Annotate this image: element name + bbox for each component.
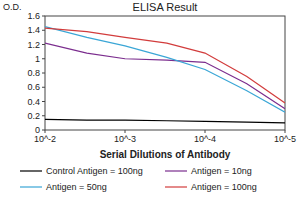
y-tick — [42, 44, 45, 45]
x-tick-label: 10^-4 — [194, 134, 216, 144]
x-label: Serial Dilutions of Antibody — [100, 149, 231, 160]
y-tick-label: 1 — [35, 54, 40, 64]
y-tick-label: 1.4 — [27, 25, 40, 35]
legend-swatch — [20, 186, 42, 187]
x-tick-label: 10^-2 — [34, 134, 56, 144]
y-tick — [42, 30, 45, 31]
y-tick — [42, 58, 45, 59]
y-tick — [42, 16, 45, 17]
x-tick-label: 10^-3 — [114, 134, 136, 144]
x-tick — [285, 130, 286, 133]
legend-label: Control Antigen = 100ng — [46, 166, 143, 176]
y-tick-label: 0.6 — [27, 82, 40, 92]
series-line — [45, 119, 285, 123]
y-tick-label: 0.8 — [27, 68, 40, 78]
x-tick — [205, 130, 206, 133]
x-tick-label: 10^-5 — [274, 134, 296, 144]
plot-frame — [45, 16, 285, 130]
legend-swatch — [165, 170, 187, 171]
y-tick — [42, 87, 45, 88]
x-tick — [125, 130, 126, 133]
legend-label: Antigen = 10ng — [191, 166, 252, 176]
y-tick — [42, 115, 45, 116]
legend-swatch — [165, 186, 187, 187]
y-tick — [42, 73, 45, 74]
y-tick-label: 1.2 — [27, 40, 40, 50]
series-line — [45, 27, 285, 113]
x-tick — [45, 130, 46, 133]
y-label: O.D. — [3, 2, 22, 12]
legend-label: Antigen = 100ng — [191, 182, 257, 192]
legend-swatch — [20, 170, 42, 171]
series-line — [45, 43, 285, 109]
y-tick-label: 0.4 — [27, 97, 40, 107]
title: ELISA Result — [133, 1, 198, 13]
chart: ELISA Result O.D. Serial Dilutions of Anti… — [0, 0, 300, 200]
y-tick — [42, 101, 45, 102]
series-line — [45, 28, 285, 103]
plot-area — [45, 27, 285, 123]
y-tick-label: 1.6 — [27, 11, 40, 21]
y-tick-label: 0.2 — [27, 111, 40, 121]
legend-label: Antigen = 50ng — [46, 182, 107, 192]
